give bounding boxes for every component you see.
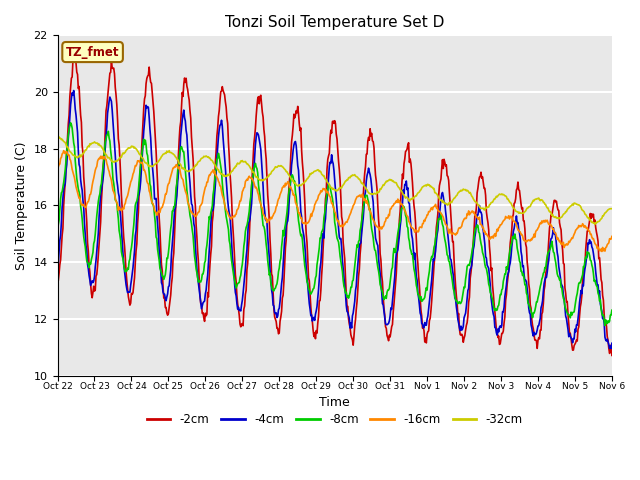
-8cm [67,120,74,126]
-16cm [327,197,335,203]
-16cm [608,234,616,240]
-32cm [327,185,335,191]
-32cm [608,206,616,212]
-8cm [200,267,207,273]
-2cm [327,127,335,133]
Line: -2cm: -2cm [58,54,612,355]
-2cm [558,240,566,246]
-4cm [558,282,566,288]
-32cm [54,136,61,142]
Line: -32cm: -32cm [58,137,612,224]
-8cm [327,188,335,194]
-4cm [176,149,184,155]
-4cm [608,340,616,346]
-16cm [598,249,605,254]
Line: -16cm: -16cm [58,151,612,252]
-8cm [608,307,616,313]
-32cm [176,161,184,167]
-32cm [200,154,207,159]
-2cm [200,315,207,321]
-8cm [436,216,444,222]
-2cm [176,124,184,130]
-4cm [70,88,77,94]
-2cm [72,51,79,57]
Legend: -2cm, -4cm, -8cm, -16cm, -32cm: -2cm, -4cm, -8cm, -16cm, -32cm [142,408,527,431]
Text: TZ_fmet: TZ_fmet [66,46,119,59]
-8cm [558,285,566,291]
-8cm [601,323,609,328]
-4cm [436,212,444,218]
-16cm [381,219,388,225]
-2cm [381,312,388,318]
-4cm [54,264,61,269]
-2cm [54,274,61,280]
-16cm [436,208,444,214]
Line: -4cm: -4cm [58,91,612,348]
-16cm [200,191,207,196]
-16cm [558,240,566,246]
-16cm [54,168,61,174]
Title: Tonzi Soil Temperature Set D: Tonzi Soil Temperature Set D [225,15,444,30]
-16cm [60,148,68,154]
Y-axis label: Soil Temperature (C): Soil Temperature (C) [15,141,28,270]
-2cm [436,183,444,189]
-8cm [176,148,184,154]
-2cm [608,352,616,358]
Line: -8cm: -8cm [58,123,612,325]
-8cm [54,229,61,235]
-32cm [558,214,566,220]
-4cm [607,346,615,351]
-8cm [381,295,388,300]
-32cm [55,134,63,140]
-32cm [436,196,444,202]
X-axis label: Time: Time [319,396,350,409]
-16cm [176,167,184,173]
-4cm [327,160,335,166]
-4cm [200,299,207,305]
-32cm [591,221,599,227]
-32cm [381,180,388,186]
-4cm [381,314,388,320]
